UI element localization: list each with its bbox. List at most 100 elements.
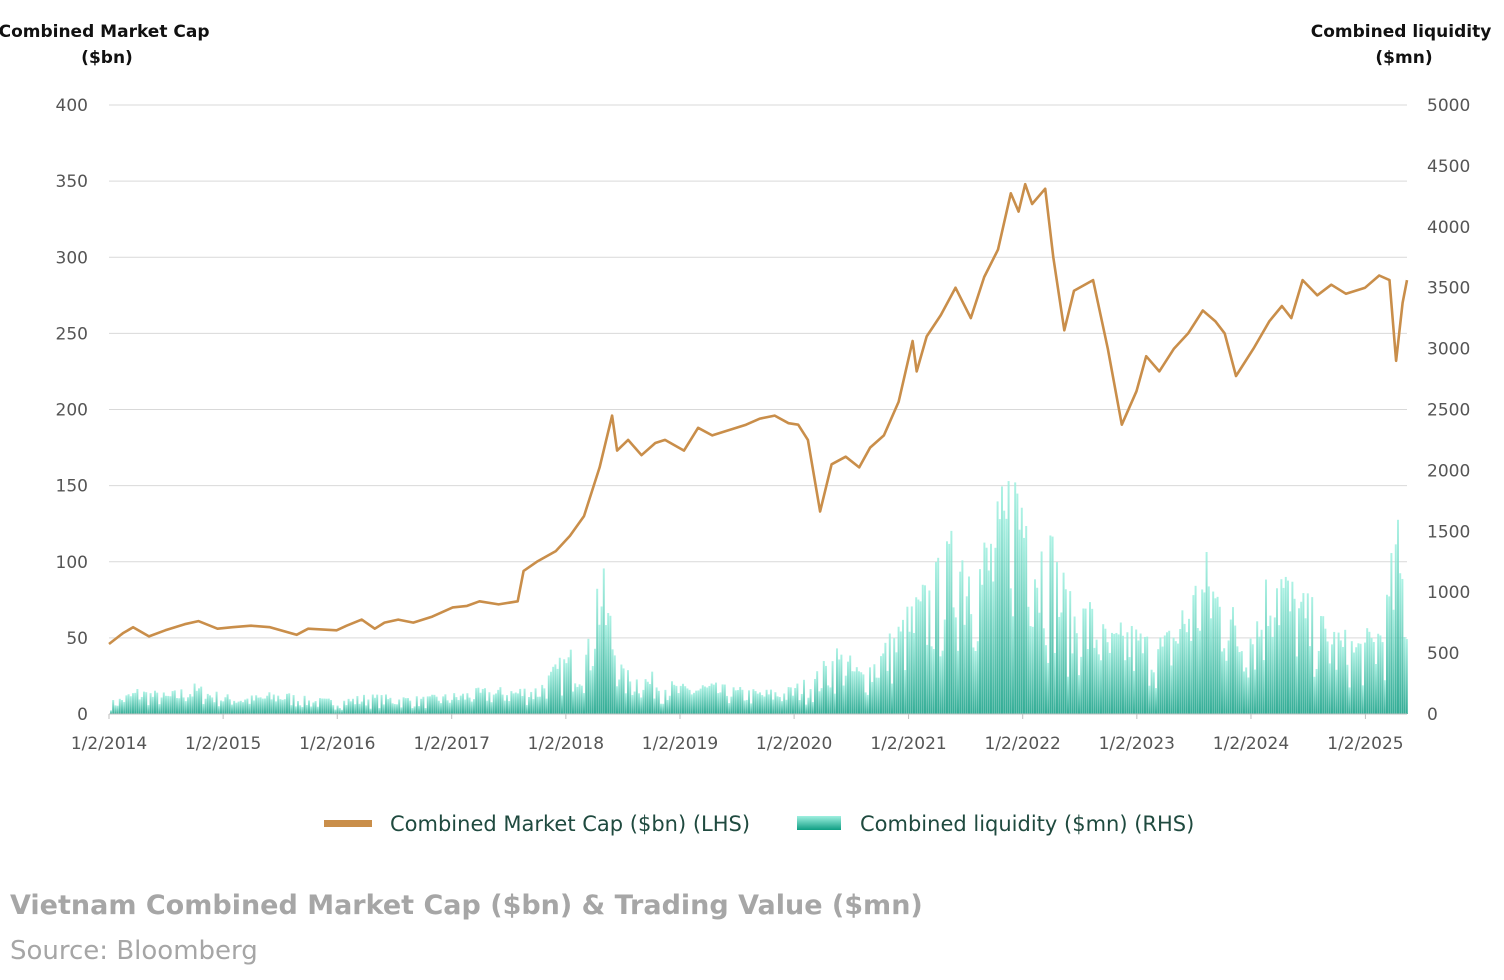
liquidity-bar xyxy=(569,649,572,714)
liquidity-bar xyxy=(1172,637,1175,714)
liquidity-bar xyxy=(1300,601,1303,714)
liquidity-bar xyxy=(1119,622,1122,714)
liquidity-bar xyxy=(343,700,346,714)
liquidity-bar xyxy=(288,693,291,714)
liquidity-bar xyxy=(1375,663,1377,714)
liquidity-bar xyxy=(532,699,535,714)
liquidity-bar xyxy=(968,576,970,714)
liquidity-bar xyxy=(752,689,755,714)
liquidity-bar xyxy=(785,699,788,714)
liquidity-bar xyxy=(1289,611,1292,714)
liquidity-bar xyxy=(444,694,447,714)
liquidity-bar xyxy=(484,688,486,714)
liquidity-bar xyxy=(1333,631,1336,714)
liquidity-bar xyxy=(275,701,277,714)
liquidity-bar xyxy=(583,693,585,714)
liquidity-bar xyxy=(787,687,790,714)
liquidity-bar xyxy=(341,709,343,714)
liquidity-bar xyxy=(917,599,920,714)
liquidity-bar xyxy=(191,696,194,714)
liquidity-bar xyxy=(1084,608,1087,714)
liquidity-bar xyxy=(679,685,682,714)
liquidity-bar xyxy=(908,631,911,714)
liquidity-bar xyxy=(510,691,513,714)
liquidity-bar xyxy=(138,699,141,714)
liquidity-bar xyxy=(565,663,568,714)
left-axis-title: Combined Market Cap ($bn) xyxy=(0,22,215,68)
liquidity-bar xyxy=(1003,510,1006,714)
liquidity-bar xyxy=(112,699,115,714)
liquidity-bar xyxy=(534,688,537,714)
liquidity-bar xyxy=(664,689,667,714)
liquidity-bar xyxy=(763,696,766,714)
liquidity-bar xyxy=(809,689,812,714)
liquidity-bar xyxy=(1040,551,1043,714)
liquidity-bar xyxy=(541,684,544,714)
liquidity-bar xyxy=(215,691,218,714)
liquidity-bar xyxy=(160,697,163,714)
liquidity-bar xyxy=(182,697,185,714)
liquidity-bar xyxy=(1089,602,1091,714)
liquidity-bar xyxy=(387,699,390,714)
liquidity-bar xyxy=(1344,629,1347,714)
liquidity-bar xyxy=(200,686,203,714)
liquidity-bar xyxy=(136,688,139,714)
liquidity-bar xyxy=(906,606,909,714)
liquidity-bar xyxy=(521,695,524,714)
liquidity-bar xyxy=(255,695,258,714)
liquidity-bar xyxy=(1278,625,1281,714)
liquidity-bar xyxy=(453,693,456,714)
liquidity-bar xyxy=(655,687,658,714)
liquidity-bar xyxy=(1236,646,1239,714)
liquidity-bar xyxy=(118,698,121,714)
liquidity-bar xyxy=(1009,588,1012,714)
liquidity-bar xyxy=(327,698,330,714)
liquidity-bar xyxy=(336,705,339,714)
left-tick-label: 400 xyxy=(56,96,88,116)
liquidity-bar xyxy=(673,684,676,714)
liquidity-bar xyxy=(880,656,882,714)
liquidity-bar xyxy=(708,685,711,714)
liquidity-bar xyxy=(272,694,275,714)
liquidity-bar xyxy=(1126,632,1129,714)
liquidity-bar xyxy=(1047,662,1050,714)
liquidity-bar xyxy=(409,700,412,714)
liquidity-bar xyxy=(783,693,786,714)
liquidity-bar xyxy=(675,685,678,714)
legend-swatch-liquidity xyxy=(797,816,841,830)
right-tick-label: 5000 xyxy=(1427,96,1470,116)
liquidity-bar xyxy=(1315,668,1318,714)
liquidity-bar xyxy=(818,691,821,714)
liquidity-bar xyxy=(1328,663,1331,714)
liquidity-bar xyxy=(1201,589,1204,714)
x-tick-label: 1/2/2019 xyxy=(642,734,718,754)
liquidity-bar xyxy=(723,684,726,714)
legend-swatch-market-cap xyxy=(324,820,372,827)
liquidity-bar xyxy=(976,641,979,714)
right-tick-label: 4000 xyxy=(1427,218,1470,238)
liquidity-bar xyxy=(690,694,693,714)
liquidity-bar xyxy=(715,682,717,714)
liquidity-bar xyxy=(1287,580,1289,714)
liquidity-bar xyxy=(1117,634,1120,714)
liquidity-bar xyxy=(965,596,968,714)
liquidity-bar xyxy=(745,699,748,714)
liquidity-bar xyxy=(1229,619,1232,714)
liquidity-bar xyxy=(770,689,772,714)
left-tick-label: 50 xyxy=(66,629,88,649)
liquidity-bar xyxy=(319,698,321,714)
liquidity-bar xyxy=(184,701,187,714)
liquidity-bar xyxy=(365,705,368,714)
liquidity-bar xyxy=(402,697,405,714)
liquidity-bar xyxy=(554,664,557,714)
liquidity-bar xyxy=(1304,618,1307,714)
liquidity-bar xyxy=(1181,610,1184,714)
liquidity-bar xyxy=(202,703,205,714)
x-tick-label: 1/2/2020 xyxy=(756,734,832,754)
liquidity-bar xyxy=(407,698,409,714)
liquidity-bar xyxy=(330,699,332,714)
liquidity-bar xyxy=(792,695,794,714)
liquidity-bar xyxy=(589,670,592,714)
liquidity-bar xyxy=(552,666,555,714)
liquidity-bar xyxy=(437,700,440,714)
